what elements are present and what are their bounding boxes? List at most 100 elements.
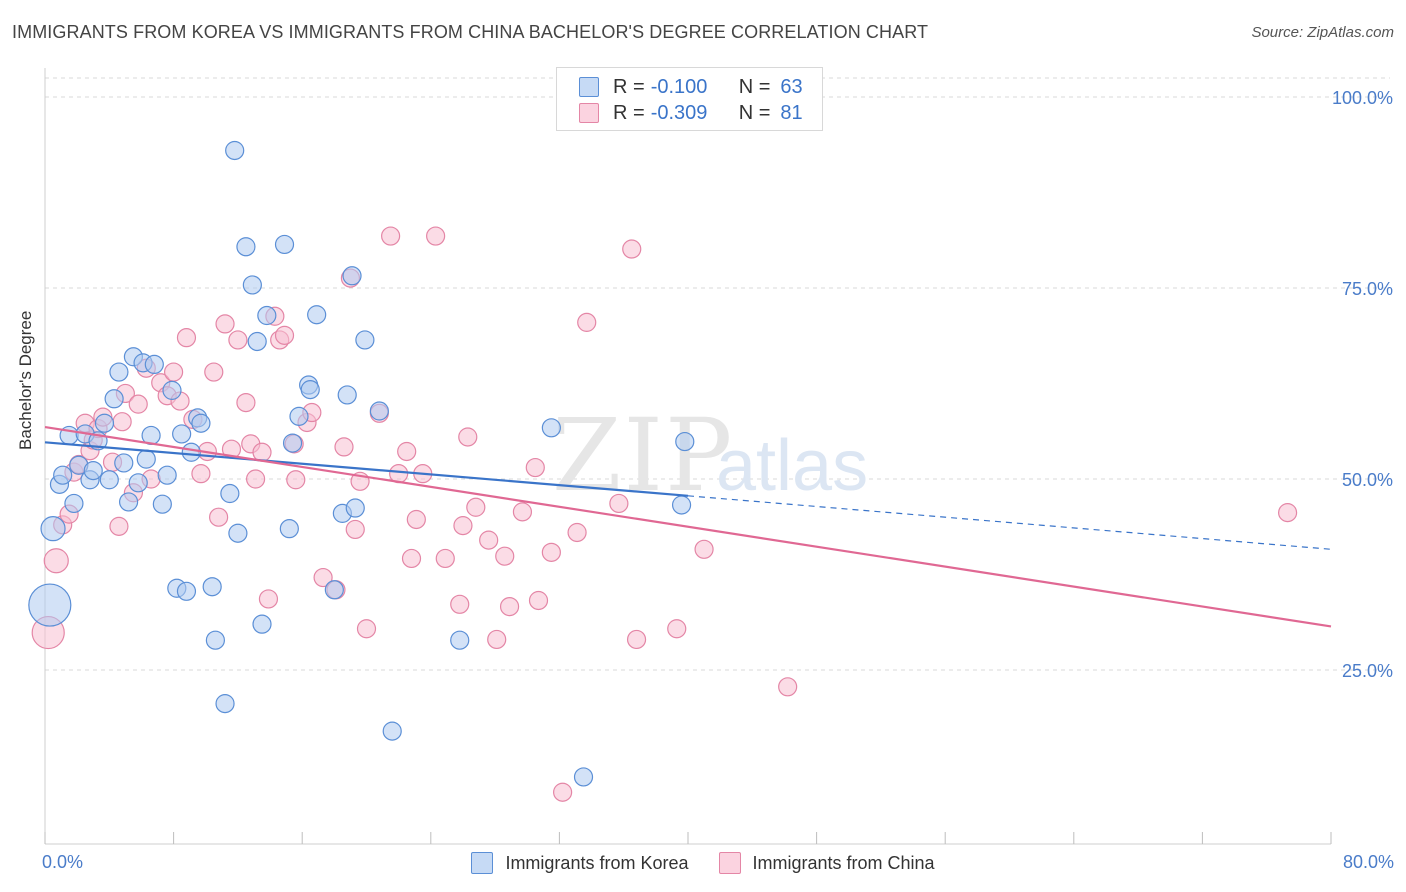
china-point <box>164 362 184 382</box>
korea-point <box>282 433 303 453</box>
korea-point <box>573 767 594 787</box>
y-tick-label: 100.0% <box>1332 88 1393 108</box>
china-point <box>286 470 306 490</box>
tick-labels: 25.0% 50.0% 75.0% 100.0% <box>1332 88 1393 681</box>
china-point <box>236 393 256 413</box>
legend-item-korea[interactable]: Immigrants from Korea <box>471 852 689 874</box>
china-point <box>577 312 597 332</box>
korea-point <box>220 483 240 504</box>
korea-point <box>64 493 84 514</box>
korea-point <box>300 380 320 400</box>
legend-item-china[interactable]: Immigrants from China <box>718 852 935 874</box>
korea-point <box>83 460 103 481</box>
korea-n-label: N = <box>738 75 771 98</box>
korea-trend-extension <box>687 495 1332 550</box>
korea-point <box>279 519 299 539</box>
korea-point <box>337 385 357 405</box>
y-tick-label: 75.0% <box>1342 279 1393 299</box>
korea-r-label: R = <box>613 75 645 98</box>
korea-point <box>450 630 470 650</box>
korea-point <box>242 275 262 295</box>
china-point <box>626 629 647 650</box>
china-point <box>176 328 197 348</box>
china-point <box>694 539 714 559</box>
china-point <box>458 427 478 447</box>
china-points <box>31 226 1298 802</box>
korea-point <box>215 694 235 714</box>
korea-r-value: -0.100 <box>650 75 708 98</box>
china-point <box>191 464 211 484</box>
korea-point <box>382 721 402 741</box>
korea-point <box>236 237 256 257</box>
china-n-value: 81 <box>780 101 803 124</box>
korea-point <box>157 465 177 485</box>
china-point <box>209 507 229 527</box>
y-tick-label: 50.0% <box>1342 470 1393 490</box>
china-n-label: N = <box>738 101 771 124</box>
korea-point <box>181 442 201 462</box>
china-point <box>466 497 486 517</box>
chart-title: IMMIGRANTS FROM KOREA VS IMMIGRANTS FROM… <box>12 22 929 42</box>
china-point <box>397 441 417 462</box>
korea-point <box>118 492 139 512</box>
korea-point <box>152 494 172 514</box>
korea-point <box>228 523 248 543</box>
china-point <box>401 548 422 569</box>
china-point <box>245 469 266 489</box>
series-legend: Immigrants from Korea Immigrants from Ch… <box>0 852 1406 874</box>
watermark-zip: ZIP <box>552 397 734 514</box>
china-point <box>252 442 272 462</box>
watermark: ZIP atlas <box>552 397 868 514</box>
korea-point <box>541 418 561 438</box>
korea-point <box>342 266 362 286</box>
korea-n-value: 63 <box>780 75 803 98</box>
korea-point <box>252 614 272 634</box>
china-point <box>622 239 642 259</box>
korea-point <box>109 362 129 382</box>
korea-point <box>671 495 692 515</box>
korea-point <box>205 630 225 650</box>
korea-point <box>307 305 327 325</box>
china-point <box>479 530 499 550</box>
korea-point <box>324 580 344 600</box>
korea-point <box>289 406 309 426</box>
korea-point <box>104 389 124 409</box>
correlation-legend: R = -0.100 N = 63 R = -0.309 N = 81 <box>556 67 823 131</box>
x-tick-label-min: 0.0% <box>42 852 84 872</box>
korea-point <box>162 380 182 400</box>
watermark-atlas: atlas <box>716 426 868 506</box>
china-point <box>345 519 365 540</box>
legend-row-china: R = -0.309 N = 81 <box>579 100 803 126</box>
korea-point <box>53 465 73 485</box>
china-point <box>381 226 401 246</box>
korea-point <box>28 583 72 627</box>
korea-swatch <box>579 77 599 97</box>
korea-point <box>274 234 295 255</box>
china-point <box>450 594 470 614</box>
legend-row-korea: R = -0.100 N = 63 <box>579 74 803 100</box>
china-point <box>567 522 587 543</box>
legend-swatch-korea <box>471 852 494 874</box>
china-point <box>435 548 455 569</box>
china-point <box>128 394 148 414</box>
china-point <box>406 509 426 530</box>
china-point <box>215 314 235 334</box>
china-point <box>426 226 446 246</box>
legend-label-china: Immigrants from China <box>752 852 935 873</box>
china-point <box>112 412 132 432</box>
legend-label-korea: Immigrants from Korea <box>505 852 689 873</box>
china-point <box>487 629 507 650</box>
y-axis-label: Bachelor's Degree <box>16 310 35 450</box>
korea-point <box>675 431 695 452</box>
china-point <box>512 502 533 522</box>
x-tick-label-max: 80.0% <box>1342 852 1394 872</box>
china-point <box>228 330 248 350</box>
korea-point <box>355 330 375 350</box>
china-point <box>778 677 798 697</box>
china-r-label: R = <box>613 101 645 124</box>
china-point <box>258 589 279 609</box>
korea-point <box>172 424 192 444</box>
korea-point <box>40 516 66 542</box>
y-tick-label: 25.0% <box>1342 661 1393 681</box>
